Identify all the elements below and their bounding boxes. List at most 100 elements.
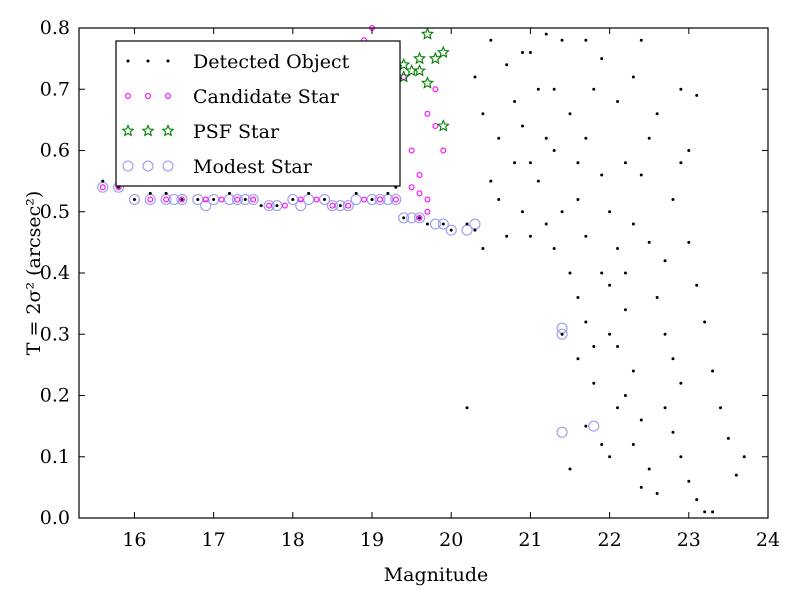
detected-object-point xyxy=(647,467,651,471)
detected-object-point xyxy=(671,357,675,361)
candidate-star-point xyxy=(297,196,304,203)
modest-star-point xyxy=(429,218,441,230)
legend-item: Candidate Star xyxy=(125,86,340,108)
detected-object-point xyxy=(592,87,596,91)
modest-star-point xyxy=(223,193,236,206)
y-tick-label: 0.6 xyxy=(40,140,70,162)
detected-object-point xyxy=(180,198,184,201)
y-tick-label: 0.0 xyxy=(40,507,70,529)
detected-object-point xyxy=(489,179,493,183)
y-axis-ticks: 0.0 0.1 0.2 0.3 0.4 0.5 0.6 0.7 0.8 xyxy=(40,17,768,529)
detected-object-point xyxy=(536,179,540,183)
detected-object-point xyxy=(576,296,580,299)
detected-object-point xyxy=(544,32,548,36)
detected-object-point xyxy=(639,38,643,42)
modest-star-point xyxy=(342,200,354,212)
detected-object-point xyxy=(552,149,556,152)
y-tick-label: 0.2 xyxy=(40,385,70,407)
candidate-star-point xyxy=(250,196,257,203)
detected-object-point xyxy=(418,216,422,220)
detected-object-point xyxy=(584,136,588,140)
detected-object-point xyxy=(671,430,675,434)
candidate-star-point xyxy=(99,184,106,191)
detected-object-point xyxy=(616,247,620,250)
candidate-star-point xyxy=(313,196,320,203)
detected-object-point xyxy=(687,479,691,483)
candidate-star-point xyxy=(147,196,154,203)
modest-star-point xyxy=(247,193,259,206)
modest-star-point xyxy=(413,212,426,224)
candidate-star-point xyxy=(234,196,241,203)
candidate-star-point xyxy=(432,86,439,93)
candidate-star-series xyxy=(99,25,447,221)
x-tick-label: 19 xyxy=(360,529,384,551)
detected-object-point xyxy=(600,173,604,177)
modest-star-point xyxy=(406,212,418,224)
x-tick-label: 18 xyxy=(281,529,305,551)
modest-star-point xyxy=(295,200,307,212)
x-axis-title: Magnitude xyxy=(384,564,489,586)
modest-star-point xyxy=(144,193,156,206)
candidate-star-point xyxy=(345,202,352,209)
detected-object-point xyxy=(505,234,509,238)
detected-object-point xyxy=(639,485,643,489)
detected-object-point xyxy=(544,136,548,140)
detected-object-point xyxy=(695,283,699,287)
detected-object-point xyxy=(560,38,564,42)
detected-object-point xyxy=(552,87,556,91)
detected-object-point xyxy=(695,498,699,502)
detected-object-point xyxy=(338,204,342,208)
detected-object-point xyxy=(679,381,683,385)
modest-star-point xyxy=(556,426,568,438)
detected-object-point xyxy=(623,308,627,312)
candidate-star-point xyxy=(376,196,383,203)
detected-object-point xyxy=(576,357,580,361)
candidate-star-point xyxy=(416,172,423,178)
detected-object-point xyxy=(291,198,295,201)
detected-object-point xyxy=(489,38,493,42)
detected-object-point xyxy=(679,455,683,459)
detected-object-point xyxy=(623,161,627,165)
detected-object-point xyxy=(576,198,580,201)
modest-star-series xyxy=(97,181,600,438)
legend-item: PSF Star xyxy=(121,121,280,143)
detected-object-point xyxy=(196,198,200,201)
x-tick-label: 20 xyxy=(439,529,463,551)
detected-object-point xyxy=(528,51,532,54)
detected-object-point xyxy=(520,51,524,54)
candidate-star-point xyxy=(266,202,273,209)
detected-object-point xyxy=(584,320,588,324)
y-tick-label: 0.3 xyxy=(40,323,70,345)
modest-star-point xyxy=(160,193,172,206)
legend-items: Detected Object Candidate Star PSF Star Mod… xyxy=(121,51,350,178)
modest-star-point xyxy=(398,212,410,224)
detected-object-point xyxy=(726,436,730,440)
x-axis-ticks: 16 17 18 19 20 21 22 23 24 xyxy=(122,28,780,551)
detected-object-point xyxy=(323,198,327,201)
plot-points xyxy=(97,25,746,514)
detected-object-point xyxy=(441,222,445,226)
legend: Detected Object Candidate Star PSF Star Mod… xyxy=(115,40,401,187)
candidate-star-point xyxy=(281,202,288,209)
candidate-star-point xyxy=(202,196,209,203)
detected-object-point xyxy=(473,75,477,79)
candidate-star-point xyxy=(424,196,431,203)
detected-object-point xyxy=(592,345,596,348)
modest-star-point xyxy=(326,200,338,212)
detected-object-point xyxy=(449,228,453,232)
detected-object-point xyxy=(718,406,722,410)
detected-object-point xyxy=(505,63,509,67)
detected-object-point xyxy=(608,210,612,214)
y-tick-label: 0.8 xyxy=(40,17,70,39)
x-tick-label: 23 xyxy=(677,529,701,551)
legend-marker xyxy=(146,59,150,63)
detected-object-point xyxy=(536,87,540,91)
detected-object-point xyxy=(101,179,105,183)
legend-item: Detected Object xyxy=(126,51,350,73)
detected-object-point xyxy=(227,191,231,195)
detected-object-point xyxy=(568,467,572,471)
legend-marker xyxy=(126,59,130,63)
legend-marker xyxy=(165,93,171,99)
detected-object-point xyxy=(402,216,406,220)
modest-star-point xyxy=(168,193,180,206)
